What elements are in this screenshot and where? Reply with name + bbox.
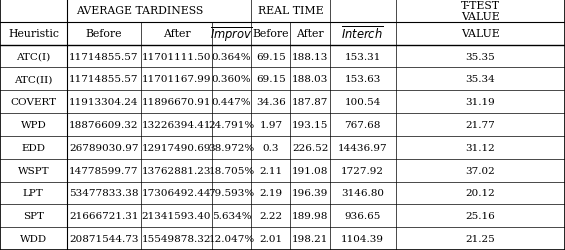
Text: 18876609.32: 18876609.32: [69, 120, 139, 130]
Text: 11701167.99: 11701167.99: [142, 75, 211, 84]
Text: 226.52: 226.52: [292, 143, 328, 152]
Text: 25.16: 25.16: [466, 212, 495, 220]
Text: 767.68: 767.68: [345, 120, 381, 130]
Text: 35.35: 35.35: [466, 52, 495, 61]
Text: $\overline{\mathit{Interch}}$: $\overline{\mathit{Interch}}$: [341, 26, 384, 42]
Text: 20.12: 20.12: [466, 189, 495, 198]
Text: Heuristic: Heuristic: [8, 29, 59, 39]
Text: EDD: EDD: [21, 143, 45, 152]
Text: ATC(I): ATC(I): [16, 52, 50, 61]
Text: 13762881.23: 13762881.23: [142, 166, 211, 175]
Text: 1104.39: 1104.39: [341, 234, 384, 243]
Text: 14778599.77: 14778599.77: [69, 166, 139, 175]
Text: 3146.80: 3146.80: [341, 189, 384, 198]
Text: 21666721.31: 21666721.31: [69, 212, 139, 220]
Text: 11913304.24: 11913304.24: [69, 98, 139, 107]
Text: LPT: LPT: [23, 189, 44, 198]
Text: 35.34: 35.34: [466, 75, 495, 84]
Text: 38.972%: 38.972%: [208, 143, 255, 152]
Text: 188.13: 188.13: [292, 52, 328, 61]
Text: SPT: SPT: [23, 212, 44, 220]
Text: T-TEST
VALUE: T-TEST VALUE: [460, 0, 500, 22]
Text: Before: Before: [253, 29, 289, 39]
Text: 12.047%: 12.047%: [208, 234, 255, 243]
Text: 0.360%: 0.360%: [212, 75, 251, 84]
Text: 14436.97: 14436.97: [338, 143, 388, 152]
Text: 100.54: 100.54: [345, 98, 381, 107]
Text: COVERT: COVERT: [10, 98, 57, 107]
Text: $\overline{\mathit{Improv}}$: $\overline{\mathit{Improv}}$: [210, 25, 253, 43]
Text: 188.03: 188.03: [292, 75, 328, 84]
Text: Before: Before: [86, 29, 122, 39]
Text: 37.02: 37.02: [466, 166, 495, 175]
Text: VALUE: VALUE: [461, 29, 499, 39]
Text: 1727.92: 1727.92: [341, 166, 384, 175]
Text: WPD: WPD: [20, 120, 46, 130]
Text: WDD: WDD: [20, 234, 47, 243]
Text: 20871544.73: 20871544.73: [69, 234, 139, 243]
Text: 12917490.69: 12917490.69: [142, 143, 211, 152]
Text: 11714855.57: 11714855.57: [69, 75, 139, 84]
Text: 31.19: 31.19: [466, 98, 495, 107]
Text: 18.705%: 18.705%: [208, 166, 255, 175]
Text: After: After: [163, 29, 190, 39]
Text: 53477833.38: 53477833.38: [69, 189, 139, 198]
Text: 189.98: 189.98: [292, 212, 328, 220]
Text: 2.22: 2.22: [259, 212, 282, 220]
Text: 69.15: 69.15: [256, 52, 286, 61]
Text: 34.36: 34.36: [256, 98, 286, 107]
Text: 24.791%: 24.791%: [208, 120, 255, 130]
Text: 2.11: 2.11: [259, 166, 282, 175]
Text: 31.12: 31.12: [466, 143, 495, 152]
Text: 196.39: 196.39: [292, 189, 328, 198]
Text: 13226394.41: 13226394.41: [142, 120, 211, 130]
Text: 2.01: 2.01: [259, 234, 282, 243]
Text: 187.87: 187.87: [292, 98, 328, 107]
Text: 0.447%: 0.447%: [212, 98, 251, 107]
Text: 79.593%: 79.593%: [208, 189, 255, 198]
Text: 11896670.91: 11896670.91: [142, 98, 211, 107]
Text: AVERAGE TARDINESS: AVERAGE TARDINESS: [76, 6, 203, 16]
Text: 153.31: 153.31: [345, 52, 381, 61]
Text: WSPT: WSPT: [18, 166, 49, 175]
Text: 198.21: 198.21: [292, 234, 328, 243]
Text: 193.15: 193.15: [292, 120, 328, 130]
Text: 26789030.97: 26789030.97: [69, 143, 139, 152]
Text: 21341593.40: 21341593.40: [142, 212, 211, 220]
Text: 5.634%: 5.634%: [212, 212, 251, 220]
Text: 11701111.50: 11701111.50: [142, 52, 211, 61]
Text: 153.63: 153.63: [345, 75, 381, 84]
Text: REAL TIME: REAL TIME: [258, 6, 324, 16]
Text: 0.3: 0.3: [263, 143, 279, 152]
Text: 191.08: 191.08: [292, 166, 328, 175]
Text: After: After: [297, 29, 324, 39]
Text: 69.15: 69.15: [256, 75, 286, 84]
Text: ATC(II): ATC(II): [14, 75, 53, 84]
Text: 17306492.44: 17306492.44: [142, 189, 211, 198]
Text: 2.19: 2.19: [259, 189, 282, 198]
Text: 0.364%: 0.364%: [212, 52, 251, 61]
Text: 15549878.32: 15549878.32: [142, 234, 211, 243]
Text: 21.77: 21.77: [466, 120, 495, 130]
Text: 21.25: 21.25: [466, 234, 495, 243]
Text: 936.65: 936.65: [345, 212, 381, 220]
Text: 11714855.57: 11714855.57: [69, 52, 139, 61]
Text: 1.97: 1.97: [259, 120, 282, 130]
